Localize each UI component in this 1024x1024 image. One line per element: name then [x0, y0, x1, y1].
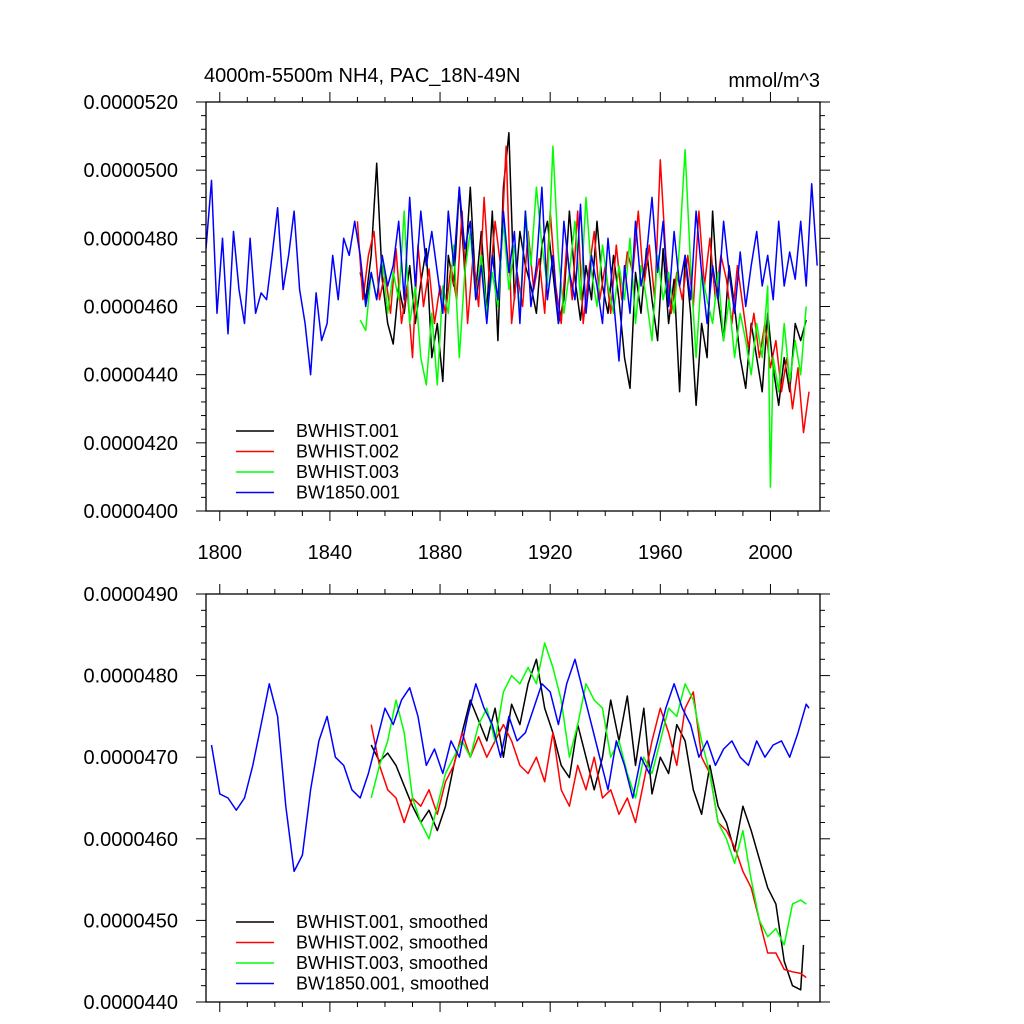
- top-title: 4000m-5500m NH4, PAC_18N-49N: [204, 65, 520, 87]
- bottom-ytick-label: 0.0000470: [83, 747, 178, 769]
- top-legend-label-4: BW1850.001: [296, 483, 400, 503]
- bottom-panel: 0.0000440 0.0000450 0.0000460 0.0000470 0.00…: [83, 584, 830, 1014]
- bottom-ytick-label: 0.0000460: [83, 829, 178, 851]
- top-ytick-label: 0.0000520: [83, 92, 178, 114]
- top-xtick-label: 1840: [308, 542, 353, 564]
- bottom-legend-label-3: BWHIST.003, smoothed: [296, 953, 488, 973]
- bottom-ytick-label: 0.0000440: [83, 992, 178, 1014]
- bottom-legend-label-1: BWHIST.001, smoothed: [296, 912, 488, 932]
- top-ytick-label: 0.0000400: [83, 501, 178, 523]
- bottom-series-line-3: [370, 642, 807, 946]
- bottom-series-line-4: [210, 658, 810, 873]
- top-xtick-label: 1920: [528, 542, 573, 564]
- top-series-line-4: [206, 179, 818, 376]
- top-ytick-label: 0.0000500: [83, 160, 178, 182]
- bottom-ytick-label: 0.0000450: [83, 910, 178, 932]
- top-ytick-label: 0.0000460: [83, 297, 178, 319]
- top-xtick-label: 1880: [418, 542, 463, 564]
- top-ytick-label: 0.0000480: [83, 228, 178, 250]
- top-xtick-label: 2000: [748, 542, 793, 564]
- top-series-line-3: [359, 145, 807, 488]
- top-legend-label-1: BWHIST.001: [296, 421, 399, 441]
- top-legend-label-2: BWHIST.002: [296, 442, 399, 462]
- top-legend-label-3: BWHIST.003: [296, 462, 399, 482]
- bottom-legend-label-4: BW1850.001, smoothed: [296, 974, 489, 994]
- top-xtick-label: 1960: [638, 542, 683, 564]
- top-units: mmol/m^3: [728, 70, 820, 92]
- top-ytick-label: 0.0000440: [83, 365, 178, 387]
- bottom-legend-label-2: BWHIST.002, smoothed: [296, 933, 488, 953]
- bottom-plot-frame: [205, 593, 821, 1003]
- top-panel: 4000m-5500m NH4, PAC_18N-49N mmol/m^3 0.…: [83, 65, 830, 564]
- bottom-series-line-2: [370, 691, 807, 979]
- top-ytick-label: 0.0000420: [83, 433, 178, 455]
- top-xtick-label: 1800: [198, 542, 243, 564]
- bottom-ytick-label: 0.0000490: [83, 584, 178, 606]
- bottom-ytick-label: 0.0000480: [83, 666, 178, 688]
